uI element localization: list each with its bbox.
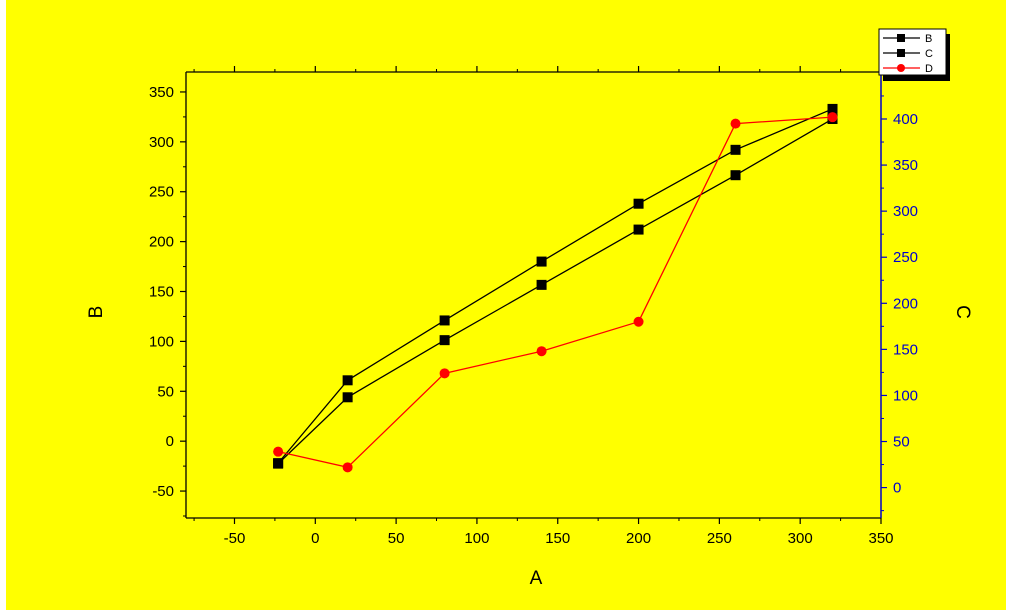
y2-tick-label: 200 [893, 295, 918, 312]
y2-tick-label: 150 [893, 341, 918, 358]
data-point-d [827, 112, 838, 123]
data-point-d [536, 346, 547, 357]
data-point-b [439, 315, 450, 326]
data-point-d [342, 462, 353, 473]
data-point-b [827, 103, 838, 114]
x-tick-label: 0 [311, 530, 319, 547]
y-tick-label: 50 [157, 383, 174, 400]
y2-tick-label: 300 [893, 203, 918, 220]
data-point-b [536, 256, 547, 267]
legend-marker-c [897, 49, 905, 57]
x-tick-label: 200 [626, 530, 651, 547]
data-point-b [342, 375, 353, 386]
legend-label-c: C [925, 48, 933, 60]
data-point-d [273, 446, 284, 457]
y-ticks: -50 0 50 100 150 200 250 300 350 [149, 84, 186, 517]
x-tick-label: 100 [464, 530, 489, 547]
x-tick-label: 300 [788, 530, 813, 547]
y2-axis-title: C [952, 305, 973, 319]
x-tick-label: 350 [868, 530, 893, 547]
x-tick-label: 150 [545, 530, 570, 547]
data-point-b [730, 144, 741, 155]
y-axis-title: B [86, 306, 107, 319]
data-point-c [439, 335, 450, 346]
data-point-c [730, 170, 741, 181]
y2-tick-label: 0 [893, 480, 901, 497]
x-axis-title: A [530, 568, 543, 589]
data-point-c [633, 224, 644, 235]
legend-marker-d [897, 64, 905, 72]
y-tick-label: 0 [166, 433, 174, 450]
legend-box [878, 28, 947, 76]
legend: BCD [878, 28, 950, 81]
y2-tick-label: 50 [893, 434, 910, 451]
legend-label-d: D [925, 63, 933, 75]
y2-tick-label: 100 [893, 387, 918, 404]
data-point-d [633, 316, 644, 327]
x-tick-label: -50 [224, 530, 246, 547]
y2-tick-label: 350 [893, 157, 918, 174]
y-tick-label: -50 [152, 483, 174, 500]
y-tick-label: 200 [149, 234, 174, 251]
data-point-c [536, 279, 547, 290]
x-tick-label: 250 [707, 530, 732, 547]
y2-tick-label: 400 [893, 111, 918, 128]
data-point-d [439, 368, 450, 379]
y-tick-label: 350 [149, 84, 174, 101]
y-tick-label: 300 [149, 134, 174, 151]
y-tick-label: 250 [149, 184, 174, 201]
y-tick-label: 150 [149, 284, 174, 301]
x-tick-label: 50 [388, 530, 405, 547]
y-tick-label: 100 [149, 333, 174, 350]
data-point-d [730, 118, 741, 129]
data-point-b [633, 198, 644, 209]
legend-marker-b [897, 34, 905, 42]
legend-label-b: B [925, 33, 932, 45]
y2-tick-label: 250 [893, 249, 918, 266]
x-ticks: -50 0 50 100 150 200 250 300 350 [193, 66, 894, 547]
data-point-c [273, 458, 284, 469]
series-layer [273, 103, 838, 473]
data-point-c [342, 392, 353, 403]
legend-entries: BCD [883, 33, 933, 75]
